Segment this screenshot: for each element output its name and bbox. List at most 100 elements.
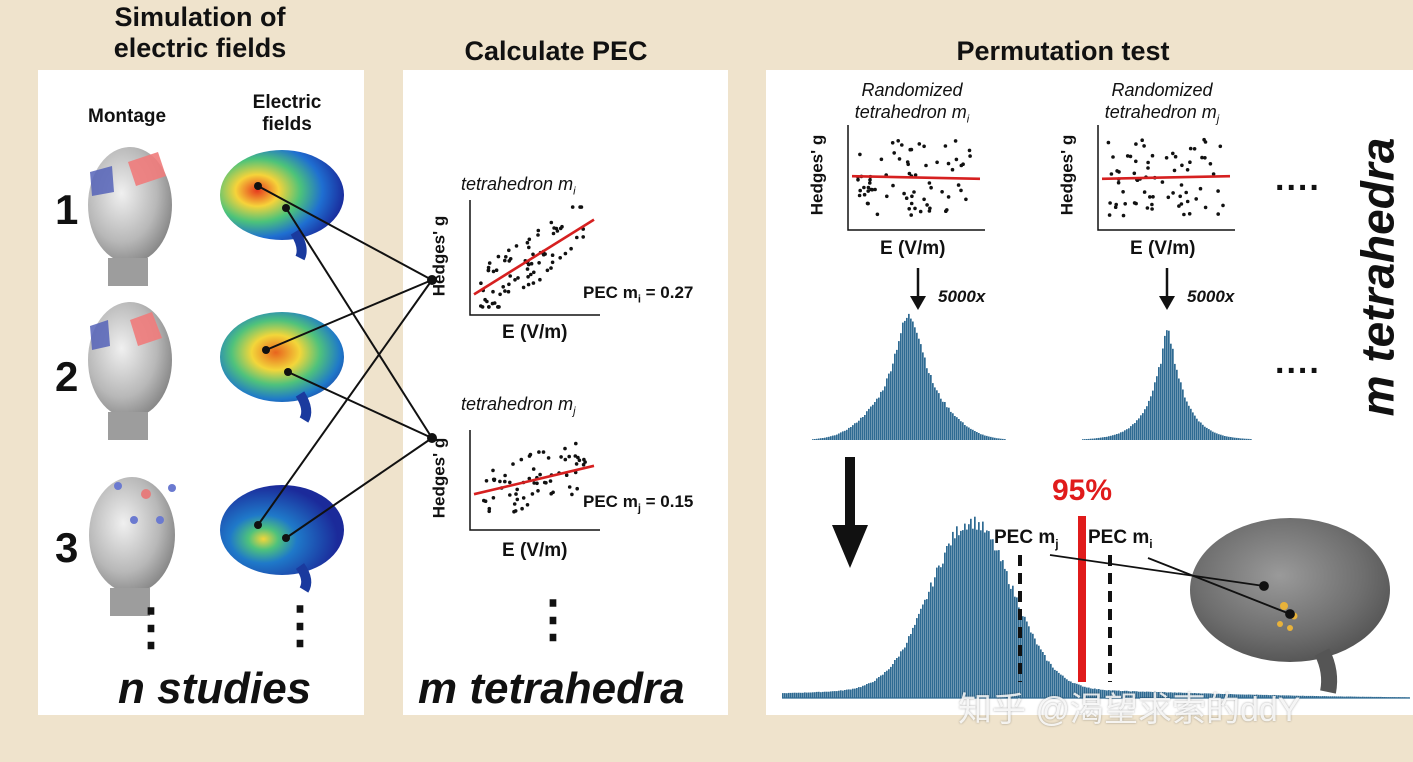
histogram-bar (1190, 693, 1192, 698)
histogram-bar (924, 599, 926, 698)
scatter-point (909, 147, 914, 152)
histogram-bar (968, 524, 970, 698)
histogram-bar (1024, 616, 1026, 698)
histogram-bar (848, 427, 850, 440)
histogram-bar (834, 435, 836, 440)
histogram-bar (832, 691, 834, 698)
histogram-bar (814, 439, 816, 440)
histogram-bar (1176, 692, 1178, 698)
histogram-bar (1316, 696, 1318, 698)
scatter-point (516, 276, 520, 280)
histogram-bar (1110, 690, 1112, 698)
scatter-i-xlabel: E (V/m) (502, 322, 568, 343)
pec-mj-marker-text: PEC (994, 527, 1034, 548)
histogram-bar (870, 406, 872, 440)
histogram-bar (1094, 688, 1096, 698)
histogram-bar (1198, 693, 1200, 698)
histogram-bar (836, 691, 838, 698)
histogram-bar (1114, 434, 1116, 440)
histogram-bar (916, 618, 918, 698)
scatter-point (1171, 151, 1175, 156)
histogram-bar (902, 649, 904, 698)
histogram-bar (1342, 696, 1344, 698)
histogram-bar (832, 435, 834, 440)
histogram-bar (1362, 696, 1364, 698)
scatter-point (1171, 191, 1175, 195)
histogram-bar (1216, 693, 1218, 698)
scatter-point (961, 162, 965, 166)
histogram-bar (1180, 382, 1182, 440)
scatter-point (531, 467, 536, 471)
scatter-point (526, 262, 531, 267)
histogram-bar (1186, 401, 1188, 440)
scatter-point (1177, 204, 1181, 208)
histogram-bar (1002, 438, 1004, 440)
histogram-bar (1326, 696, 1328, 698)
histogram-bar (878, 677, 880, 698)
histogram-bar (1012, 585, 1014, 698)
histogram-bar (1136, 691, 1138, 698)
scatter-point (564, 473, 569, 478)
histogram-bar (938, 565, 940, 698)
histogram-bar (1034, 638, 1036, 698)
scatter-point (873, 187, 877, 192)
histogram-bar (814, 692, 816, 698)
scatter-point (875, 212, 880, 217)
histogram-bar (1192, 693, 1194, 698)
histogram-bar (1232, 694, 1234, 698)
scatter-point (1134, 201, 1138, 206)
histogram-bar (1280, 695, 1282, 698)
histogram-bar (1296, 695, 1298, 698)
scatter-point (1194, 197, 1198, 201)
histogram-bar (1000, 561, 1002, 698)
scatter-point (913, 206, 917, 211)
scatter-point (917, 142, 922, 146)
histogram-bar (860, 417, 862, 440)
scatter-point (925, 203, 929, 207)
scatter-point (913, 173, 918, 177)
histogram-bar (1064, 677, 1066, 698)
histogram-bar (1098, 689, 1100, 698)
scatter-point (536, 233, 540, 237)
histogram-bar (1166, 330, 1168, 440)
histogram-bar (958, 419, 960, 440)
scatter-point (909, 213, 913, 217)
histogram-bar (962, 530, 964, 698)
histogram-bar (886, 378, 888, 440)
histogram-bar (954, 538, 956, 698)
histogram-bar (1100, 689, 1102, 698)
histogram-bar (920, 344, 922, 440)
histogram-bar (1132, 691, 1134, 698)
histogram-bar (1232, 437, 1234, 440)
dots-bottom: .... (1275, 343, 1321, 381)
histogram-bar (1116, 434, 1118, 440)
histogram-bar (836, 434, 838, 440)
scatter-point (482, 498, 486, 503)
scatter-i-title: tetrahedron mi (461, 174, 576, 198)
scatter-point (511, 462, 515, 466)
scatter-point (570, 492, 574, 497)
histogram-bar (1118, 433, 1120, 440)
histogram-bar (1122, 691, 1124, 698)
histogram-bar (908, 313, 910, 440)
histogram-bar (806, 692, 808, 698)
scatter-j-title: tetrahedron mj (461, 394, 576, 418)
scatter-point (479, 281, 483, 286)
histogram-bar (1148, 691, 1150, 698)
scatter-point (935, 160, 939, 165)
histogram-bar (930, 375, 932, 440)
histogram-bar (1274, 695, 1276, 698)
histogram-bar (1052, 667, 1054, 698)
histogram-bar (1354, 696, 1356, 698)
scatter-point (868, 181, 872, 185)
histogram-bar (1174, 692, 1176, 698)
scatter-point (1151, 195, 1155, 199)
histogram-bar (1310, 695, 1312, 698)
histogram-bar (896, 658, 898, 698)
histogram-bar (1202, 693, 1204, 698)
histogram-bar (1188, 405, 1190, 440)
scatter-point (491, 289, 495, 294)
histogram-bar (900, 333, 902, 440)
scatter-point (1172, 168, 1177, 173)
